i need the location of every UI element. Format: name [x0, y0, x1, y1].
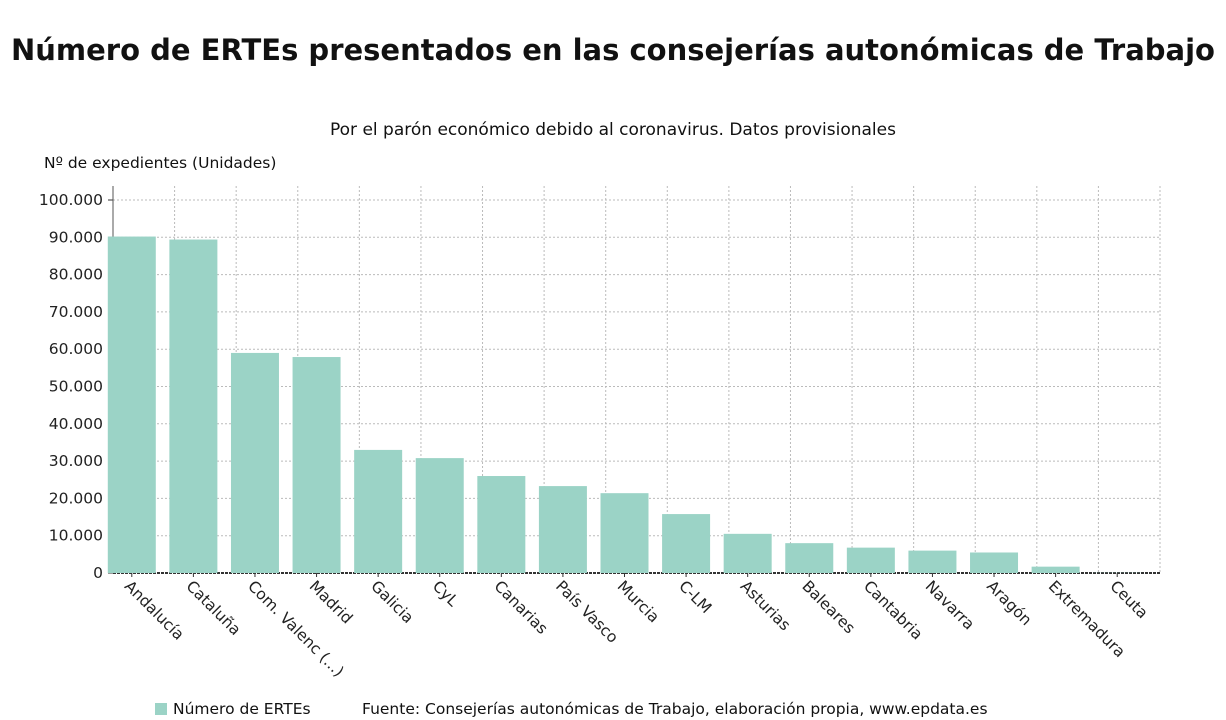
x-tick-label: Asturias: [737, 577, 794, 634]
x-tick-label: C-LM: [675, 577, 715, 617]
x-tick-label: Ceuta: [1106, 577, 1151, 622]
bar: [107, 236, 156, 573]
x-tick-label: Murcia: [614, 577, 663, 626]
chart-title: Número de ERTEs presentados en las conse…: [11, 33, 1215, 67]
y-tick-label: 80.000: [49, 266, 103, 284]
bar: [415, 458, 464, 573]
legend: Número de ERTEs: [155, 700, 311, 718]
bar: [354, 449, 403, 573]
x-tick-label: Madrid: [306, 577, 356, 627]
bar: [230, 352, 279, 573]
x-tick-label: Canarias: [490, 577, 551, 638]
source-note: Fuente: Consejerías autonómicas de Traba…: [362, 700, 988, 718]
y-tick-label: 70.000: [49, 303, 103, 321]
x-tick-label: Navarra: [922, 577, 978, 633]
bar: [908, 550, 957, 573]
y-tick-label: 60.000: [49, 340, 103, 358]
x-tick-label: Andalucía: [121, 577, 188, 644]
bar: [970, 552, 1019, 573]
y-tick-label: 0: [93, 564, 103, 582]
x-tick-label: CyL: [429, 577, 462, 610]
y-tick-label: 90.000: [49, 228, 103, 246]
bar: [1031, 566, 1080, 573]
bar: [477, 476, 526, 573]
y-tick-label: 30.000: [49, 452, 103, 470]
bar: [292, 357, 341, 573]
x-tick-label: Galicia: [367, 577, 417, 627]
bar: [662, 514, 711, 573]
bar: [846, 547, 895, 573]
y-tick-label: 40.000: [49, 415, 103, 433]
x-tick-label: País Vasco: [552, 577, 622, 647]
y-tick-label: 100.000: [39, 191, 103, 209]
bar: [600, 493, 649, 573]
bar-chart: 0 10.000 20.000 30.000 40.000 50.000 60.000 70.…: [39, 186, 1161, 680]
bar: [723, 533, 772, 573]
chart-subtitle: Por el parón económico debido al coronav…: [330, 120, 896, 140]
x-tick-label: Cantabria: [860, 577, 926, 643]
x-tick-label: Aragón: [983, 577, 1035, 629]
x-tick-label: Cataluña: [183, 577, 245, 639]
bar: [785, 543, 834, 573]
legend-swatch: [155, 703, 167, 715]
y-tick-label: 20.000: [49, 489, 103, 507]
y-tick-label: 50.000: [49, 378, 103, 396]
y-tick-label: 10.000: [49, 527, 103, 545]
legend-label: Número de ERTEs: [173, 700, 311, 718]
bar: [169, 239, 218, 573]
x-tick-label: Baleares: [798, 577, 858, 637]
bar: [538, 486, 587, 573]
y-axis-label: Nº de expedientes (Unidades): [44, 154, 277, 172]
